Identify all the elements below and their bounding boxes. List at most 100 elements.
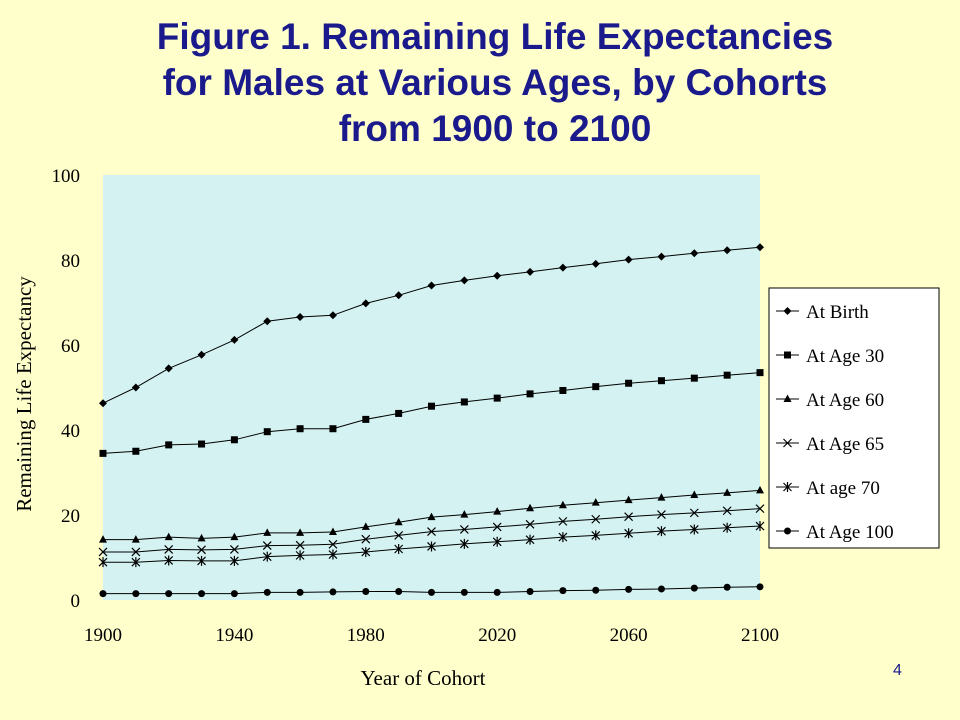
data-point <box>591 259 600 268</box>
data-point <box>427 281 436 290</box>
data-point <box>558 532 568 543</box>
page-number: 4 <box>893 662 902 679</box>
data-point <box>624 495 633 504</box>
data-point <box>262 541 272 551</box>
data-point <box>591 530 601 541</box>
x-tick-label: 1900 <box>84 625 122 646</box>
data-point <box>460 588 468 596</box>
data-point <box>723 583 731 591</box>
data-point <box>783 438 792 448</box>
data-point <box>559 386 567 394</box>
x-tick-label: 1980 <box>347 625 385 646</box>
y-tick-label: 0 <box>71 591 81 612</box>
data-point <box>559 587 567 595</box>
data-point <box>624 528 634 539</box>
data-point <box>428 402 435 410</box>
data-point <box>263 317 272 326</box>
title-line-1: Figure 1. Remaining Life Expectancies <box>156 16 834 57</box>
data-point <box>328 539 338 549</box>
data-point <box>722 506 732 516</box>
data-point <box>395 409 403 417</box>
data-point <box>296 312 305 321</box>
data-point <box>263 588 271 596</box>
legend-item: At Age 30 <box>776 346 884 367</box>
data-point <box>296 528 305 536</box>
data-point <box>198 440 206 448</box>
slide-title: Figure 1. Remaining Life Expectancies fo… <box>0 14 960 152</box>
data-point <box>526 267 535 276</box>
data-point <box>328 549 338 560</box>
legend-label: At Age 60 <box>806 390 884 411</box>
series-at-age-60 <box>99 485 764 543</box>
data-point <box>329 425 337 433</box>
data-point <box>262 551 272 562</box>
legend-item: At age 70 <box>776 478 880 499</box>
legend-item: At Age 60 <box>776 390 884 411</box>
series-at-age-100 <box>99 583 764 598</box>
data-point <box>756 243 764 252</box>
x-tick-label: 2020 <box>478 625 516 646</box>
y-tick-label: 100 <box>52 166 81 187</box>
data-point <box>558 500 567 509</box>
legend-label: At age 70 <box>806 478 880 499</box>
data-point <box>132 447 140 455</box>
data-point <box>657 493 666 501</box>
data-point <box>756 485 764 494</box>
x-tick-label: 2060 <box>610 625 648 646</box>
y-axis-title: Remaining Life Expectancy <box>12 276 36 512</box>
data-point <box>394 530 404 540</box>
legend-label: At Age 65 <box>806 434 884 455</box>
data-point <box>459 538 469 549</box>
data-point <box>558 263 567 272</box>
data-point <box>722 522 732 533</box>
legend-box <box>768 287 940 549</box>
data-point <box>624 512 634 522</box>
data-point <box>783 482 792 492</box>
data-point <box>394 544 404 554</box>
legend-label: At Age 30 <box>806 346 884 367</box>
y-tick-label: 80 <box>61 251 80 272</box>
data-point <box>131 383 140 392</box>
data-point <box>624 255 633 264</box>
y-axis: 0 20 40 60 80 100 <box>52 166 81 612</box>
data-point <box>197 545 206 555</box>
legend-label: At Age 100 <box>806 522 894 543</box>
data-point <box>197 350 206 359</box>
data-point <box>362 415 370 423</box>
data-point <box>558 516 568 526</box>
x-axis-title: Year of Cohort <box>360 666 485 690</box>
data-point <box>460 276 469 285</box>
data-point <box>657 526 666 537</box>
data-point <box>99 399 107 408</box>
data-point <box>328 527 337 535</box>
data-point <box>493 271 502 280</box>
data-point <box>492 536 502 547</box>
plot-area <box>103 175 760 600</box>
data-point <box>362 588 370 595</box>
data-point <box>164 532 173 541</box>
data-point <box>329 588 337 596</box>
data-point <box>98 557 108 568</box>
data-point <box>263 528 272 536</box>
data-point <box>164 545 174 554</box>
legend-item: At Birth <box>776 302 869 323</box>
data-point <box>592 383 600 391</box>
data-point <box>525 519 535 529</box>
series-at-birth <box>99 243 764 408</box>
data-point <box>755 504 765 514</box>
data-point <box>197 533 206 542</box>
data-point <box>493 507 502 515</box>
data-point <box>460 398 468 406</box>
data-point <box>784 527 791 535</box>
x-tick-label: 1940 <box>215 625 253 646</box>
data-point <box>591 498 600 506</box>
data-point <box>525 534 535 545</box>
series-at-age-30 <box>99 369 764 457</box>
data-point <box>625 379 633 387</box>
data-point <box>492 522 502 532</box>
data-point <box>361 299 370 308</box>
data-point <box>230 532 239 541</box>
data-point <box>427 512 436 521</box>
data-point <box>132 590 140 598</box>
